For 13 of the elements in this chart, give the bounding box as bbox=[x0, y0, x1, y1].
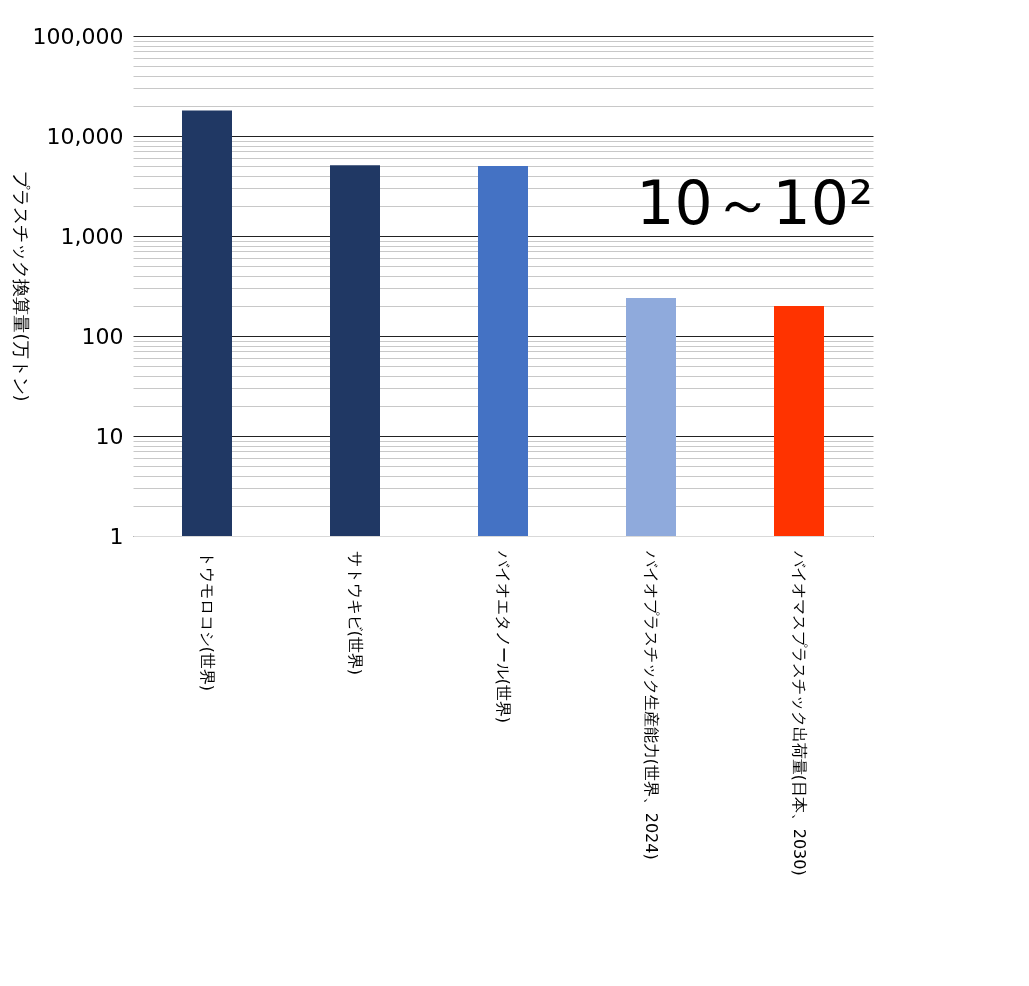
x-tick-label: バイオマスプラスチック出荷量(日本、2030) bbox=[790, 549, 809, 876]
y-tick-label: 10 bbox=[95, 423, 124, 449]
x-tick-label: サトウキビ(世界) bbox=[346, 550, 365, 675]
x-tick-label: トウモロコシ(世界) bbox=[198, 550, 217, 691]
x-tick-label: バイオエタノール(世界) bbox=[494, 549, 513, 723]
y-tick-label: 1,000 bbox=[60, 223, 124, 249]
annotation: 10～10² bbox=[636, 168, 873, 238]
y-tick-label: 100,000 bbox=[32, 23, 124, 49]
x-tick-label: バイオプラスチック生産能力(世界、2024) bbox=[642, 549, 661, 860]
y-tick-label: 1 bbox=[109, 523, 124, 549]
y-axis-title: プラスチック換算量(万トン) bbox=[10, 171, 32, 402]
y-tick-label: 10,000 bbox=[46, 123, 124, 149]
y-tick-label: 100 bbox=[81, 323, 124, 349]
